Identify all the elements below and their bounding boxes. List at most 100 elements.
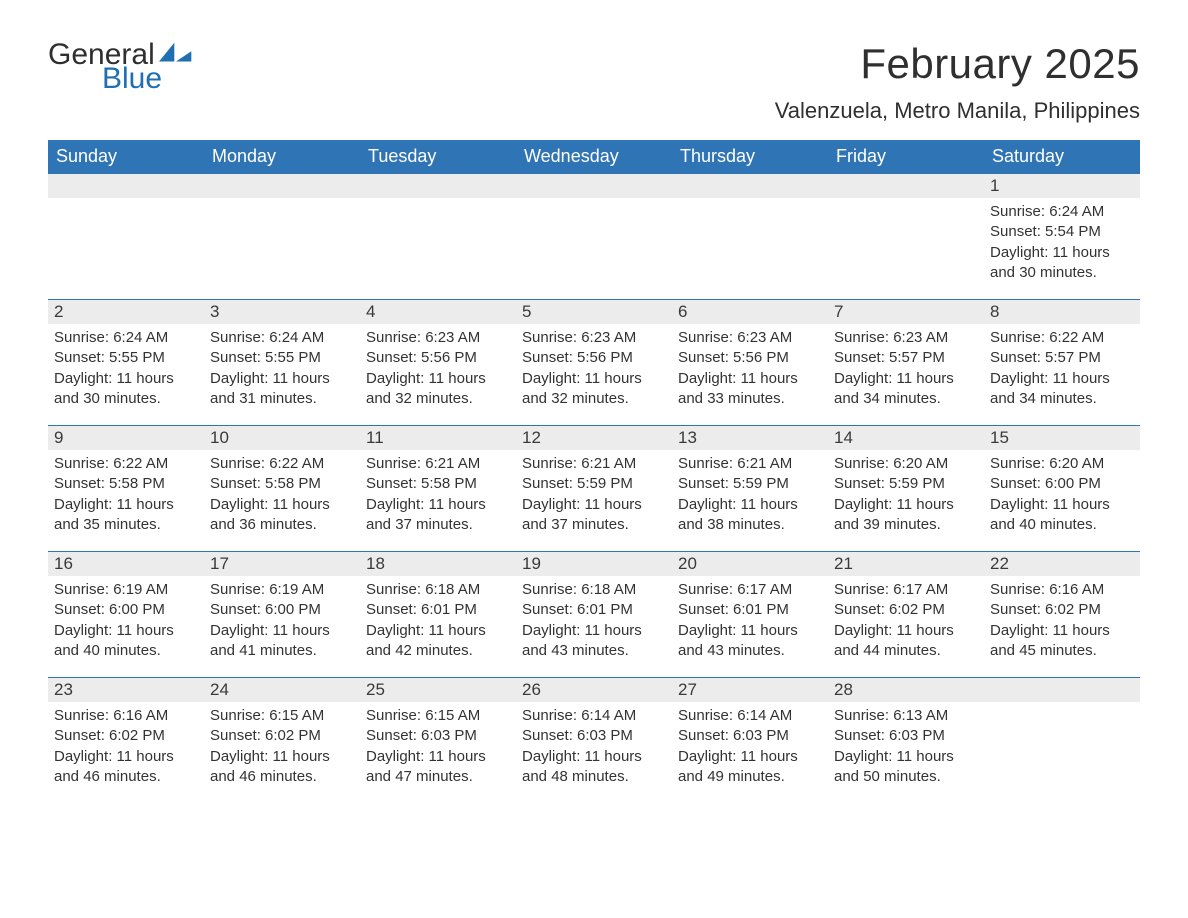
day-number: 26 bbox=[516, 677, 672, 702]
day-number: 6 bbox=[672, 299, 828, 324]
day-details: Sunrise: 6:19 AMSunset: 6:00 PMDaylight:… bbox=[48, 576, 204, 667]
day-number: 19 bbox=[516, 551, 672, 576]
sunset-line: Sunset: 6:03 PM bbox=[522, 726, 666, 746]
sunrise-line: Sunrise: 6:18 AM bbox=[522, 580, 666, 600]
sunrise-line: Sunrise: 6:24 AM bbox=[54, 328, 198, 348]
sunrise-line: Sunrise: 6:21 AM bbox=[366, 454, 510, 474]
sunset-line: Sunset: 5:57 PM bbox=[990, 348, 1134, 368]
day-details: Sunrise: 6:22 AMSunset: 5:58 PMDaylight:… bbox=[48, 450, 204, 541]
daylight-line: Daylight: 11 hours and 37 minutes. bbox=[522, 495, 666, 536]
sunrise-line: Sunrise: 6:22 AM bbox=[54, 454, 198, 474]
sunset-line: Sunset: 5:54 PM bbox=[990, 222, 1134, 242]
day-details: Sunrise: 6:14 AMSunset: 6:03 PMDaylight:… bbox=[516, 702, 672, 793]
calendar-cell: 5Sunrise: 6:23 AMSunset: 5:56 PMDaylight… bbox=[516, 299, 672, 425]
calendar-cell: 4 Sunrise: 6:23 AMSunset: 5:56 PMDaylight… bbox=[360, 299, 516, 425]
calendar-cell: 7Sunrise: 6:23 AMSunset: 5:57 PMDaylight… bbox=[828, 299, 984, 425]
sunset-line: Sunset: 6:02 PM bbox=[834, 600, 978, 620]
calendar-head: SundayMondayTuesdayWednesdayThursdayFrid… bbox=[48, 140, 1140, 173]
calendar-cell bbox=[204, 173, 360, 299]
day-number: 15 bbox=[984, 425, 1140, 450]
day-number: 11 bbox=[360, 425, 516, 450]
calendar-cell: 28Sunrise: 6:13 AMSunset: 6:03 PMDayligh… bbox=[828, 677, 984, 803]
day-details: Sunrise: 6:24 AMSunset: 5:55 PMDaylight:… bbox=[204, 324, 360, 415]
sunrise-line: Sunrise: 6:23 AM bbox=[366, 328, 510, 348]
sunset-line: Sunset: 6:01 PM bbox=[366, 600, 510, 620]
calendar-cell bbox=[984, 677, 1140, 803]
sunset-line: Sunset: 6:03 PM bbox=[366, 726, 510, 746]
calendar-cell: 25Sunrise: 6:15 AMSunset: 6:03 PMDayligh… bbox=[360, 677, 516, 803]
sunset-line: Sunset: 6:03 PM bbox=[678, 726, 822, 746]
daylight-line: Daylight: 11 hours and 35 minutes. bbox=[54, 495, 198, 536]
calendar-cell: 15Sunrise: 6:20 AMSunset: 6:00 PMDayligh… bbox=[984, 425, 1140, 551]
daylight-line: Daylight: 11 hours and 49 minutes. bbox=[678, 747, 822, 788]
day-details: Sunrise: 6:15 AMSunset: 6:02 PMDaylight:… bbox=[204, 702, 360, 793]
day-details bbox=[204, 198, 360, 208]
day-number: 18 bbox=[360, 551, 516, 576]
sunset-line: Sunset: 6:02 PM bbox=[54, 726, 198, 746]
sunset-line: Sunset: 5:56 PM bbox=[366, 348, 510, 368]
calendar-cell: 1Sunrise: 6:24 AMSunset: 5:54 PMDaylight… bbox=[984, 173, 1140, 299]
daylight-line: Daylight: 11 hours and 32 minutes. bbox=[366, 369, 510, 410]
day-number: 28 bbox=[828, 677, 984, 702]
day-number bbox=[828, 173, 984, 198]
daylight-line: Daylight: 11 hours and 30 minutes. bbox=[990, 243, 1134, 284]
calendar-cell: 13Sunrise: 6:21 AMSunset: 5:59 PMDayligh… bbox=[672, 425, 828, 551]
weekday-header: Saturday bbox=[984, 140, 1140, 173]
calendar-cell: 6Sunrise: 6:23 AMSunset: 5:56 PMDaylight… bbox=[672, 299, 828, 425]
day-details: Sunrise: 6:23 AMSunset: 5:56 PMDaylight:… bbox=[516, 324, 672, 415]
daylight-line: Daylight: 11 hours and 47 minutes. bbox=[366, 747, 510, 788]
sunset-line: Sunset: 6:02 PM bbox=[990, 600, 1134, 620]
day-details: Sunrise: 6:18 AMSunset: 6:01 PMDaylight:… bbox=[360, 576, 516, 667]
day-details: Sunrise: 6:16 AMSunset: 6:02 PMDaylight:… bbox=[984, 576, 1140, 667]
sunrise-line: Sunrise: 6:15 AM bbox=[210, 706, 354, 726]
daylight-line: Daylight: 11 hours and 34 minutes. bbox=[990, 369, 1134, 410]
sunrise-line: Sunrise: 6:14 AM bbox=[522, 706, 666, 726]
daylight-line: Daylight: 11 hours and 46 minutes. bbox=[54, 747, 198, 788]
daylight-line: Daylight: 11 hours and 50 minutes. bbox=[834, 747, 978, 788]
brand-word2: Blue bbox=[102, 64, 193, 94]
calendar-cell: 19Sunrise: 6:18 AMSunset: 6:01 PMDayligh… bbox=[516, 551, 672, 677]
daylight-line: Daylight: 11 hours and 43 minutes. bbox=[678, 621, 822, 662]
day-number: 21 bbox=[828, 551, 984, 576]
daylight-line: Daylight: 11 hours and 41 minutes. bbox=[210, 621, 354, 662]
weekday-header: Friday bbox=[828, 140, 984, 173]
day-number: 1 bbox=[984, 173, 1140, 198]
day-number: 5 bbox=[516, 299, 672, 324]
calendar-cell: 27Sunrise: 6:14 AMSunset: 6:03 PMDayligh… bbox=[672, 677, 828, 803]
sunrise-line: Sunrise: 6:16 AM bbox=[990, 580, 1134, 600]
day-details: Sunrise: 6:17 AMSunset: 6:01 PMDaylight:… bbox=[672, 576, 828, 667]
daylight-line: Daylight: 11 hours and 39 minutes. bbox=[834, 495, 978, 536]
sunrise-line: Sunrise: 6:20 AM bbox=[834, 454, 978, 474]
sunset-line: Sunset: 6:01 PM bbox=[678, 600, 822, 620]
daylight-line: Daylight: 11 hours and 38 minutes. bbox=[678, 495, 822, 536]
day-details bbox=[828, 198, 984, 208]
daylight-line: Daylight: 11 hours and 30 minutes. bbox=[54, 369, 198, 410]
sunrise-line: Sunrise: 6:14 AM bbox=[678, 706, 822, 726]
day-number: 17 bbox=[204, 551, 360, 576]
daylight-line: Daylight: 11 hours and 48 minutes. bbox=[522, 747, 666, 788]
day-number: 16 bbox=[48, 551, 204, 576]
calendar-cell: 21Sunrise: 6:17 AMSunset: 6:02 PMDayligh… bbox=[828, 551, 984, 677]
day-number bbox=[672, 173, 828, 198]
calendar-cell: 26Sunrise: 6:14 AMSunset: 6:03 PMDayligh… bbox=[516, 677, 672, 803]
sunset-line: Sunset: 5:56 PM bbox=[522, 348, 666, 368]
calendar-cell bbox=[48, 173, 204, 299]
sunrise-line: Sunrise: 6:17 AM bbox=[834, 580, 978, 600]
page-header: General Blue February 2025 Valenzuela, M… bbox=[48, 40, 1140, 136]
daylight-line: Daylight: 11 hours and 42 minutes. bbox=[366, 621, 510, 662]
day-details bbox=[672, 198, 828, 208]
daylight-line: Daylight: 11 hours and 34 minutes. bbox=[834, 369, 978, 410]
sunrise-line: Sunrise: 6:13 AM bbox=[834, 706, 978, 726]
day-details: Sunrise: 6:22 AMSunset: 5:58 PMDaylight:… bbox=[204, 450, 360, 541]
day-number: 4 bbox=[360, 299, 516, 324]
sunrise-line: Sunrise: 6:20 AM bbox=[990, 454, 1134, 474]
sunset-line: Sunset: 6:00 PM bbox=[990, 474, 1134, 494]
location-subtitle: Valenzuela, Metro Manila, Philippines bbox=[775, 98, 1140, 124]
day-details: Sunrise: 6:20 AMSunset: 6:00 PMDaylight:… bbox=[984, 450, 1140, 541]
day-details: Sunrise: 6:21 AMSunset: 5:59 PMDaylight:… bbox=[672, 450, 828, 541]
calendar-cell: 20Sunrise: 6:17 AMSunset: 6:01 PMDayligh… bbox=[672, 551, 828, 677]
day-details: Sunrise: 6:19 AMSunset: 6:00 PMDaylight:… bbox=[204, 576, 360, 667]
calendar-cell: 14Sunrise: 6:20 AMSunset: 5:59 PMDayligh… bbox=[828, 425, 984, 551]
day-details: Sunrise: 6:14 AMSunset: 6:03 PMDaylight:… bbox=[672, 702, 828, 793]
daylight-line: Daylight: 11 hours and 36 minutes. bbox=[210, 495, 354, 536]
